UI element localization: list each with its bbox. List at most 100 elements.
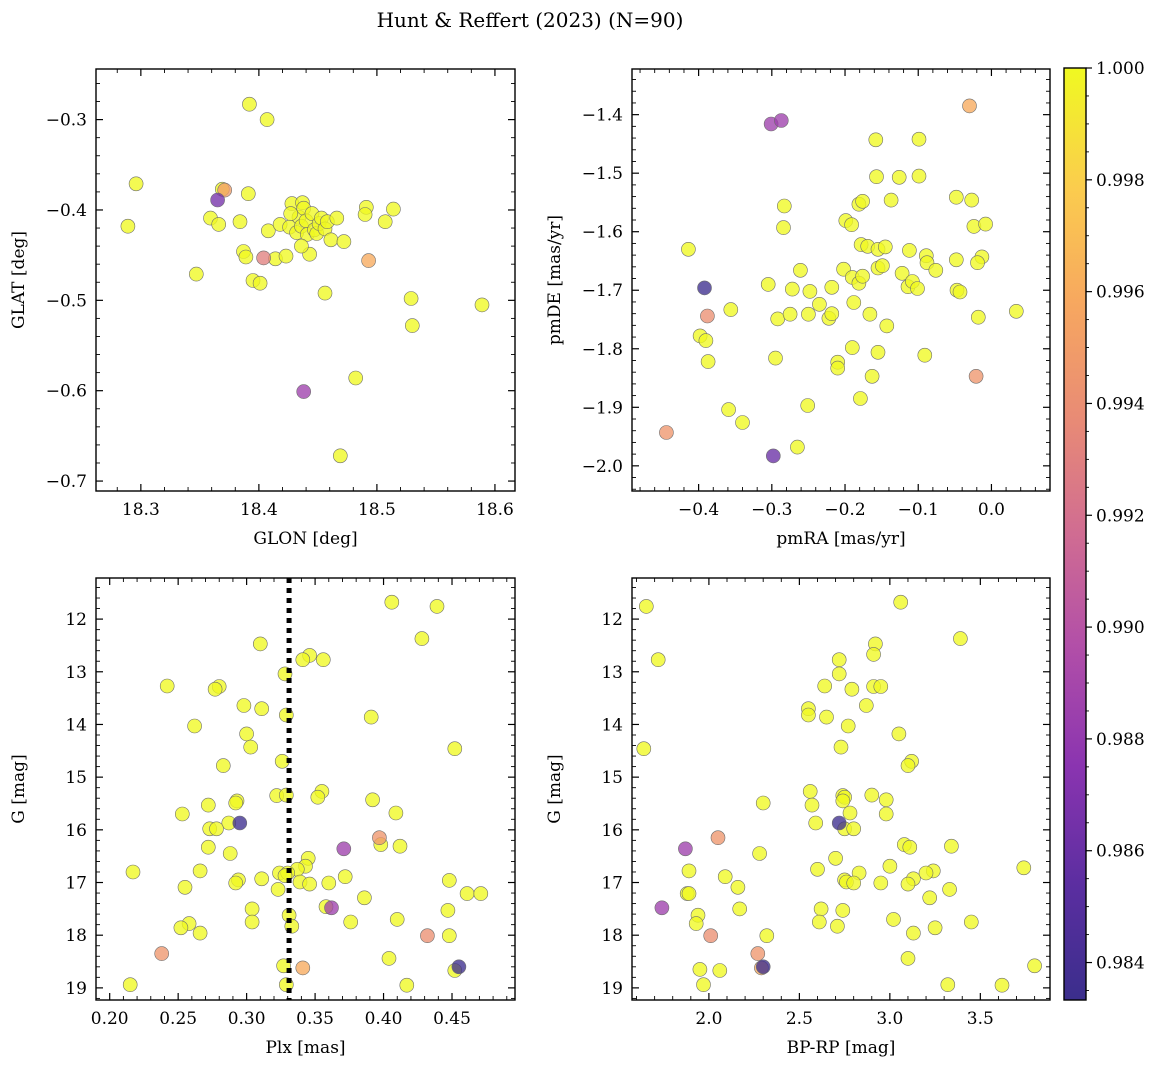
data-point	[723, 302, 739, 317]
data-point	[776, 198, 792, 214]
data-point	[801, 306, 816, 322]
data-point	[336, 841, 352, 857]
data-point	[125, 864, 141, 880]
data-point	[321, 875, 337, 891]
data-point	[698, 333, 714, 348]
data-point	[893, 594, 909, 610]
data-point	[883, 192, 899, 208]
data-point	[759, 928, 775, 944]
data-point	[228, 795, 243, 811]
data-point	[372, 830, 387, 846]
y-tick-label: 17	[65, 874, 87, 894]
data-point	[310, 789, 326, 805]
data-point	[750, 946, 766, 961]
colorbar-gradient	[1064, 68, 1086, 1000]
y-tick-label: 15	[65, 768, 87, 788]
colorbar-tick-label: 0.998	[1096, 171, 1145, 191]
data-point	[659, 425, 674, 440]
data-point	[866, 647, 881, 662]
data-point	[207, 681, 223, 697]
data-point	[216, 758, 231, 773]
y-tick-label: −1.8	[582, 340, 623, 360]
data-point	[1008, 303, 1024, 319]
data-point	[875, 258, 890, 274]
y-tick-label: −0.7	[46, 472, 87, 492]
x-tick-label: −0.2	[824, 500, 865, 520]
data-point	[209, 821, 224, 837]
data-point	[451, 959, 467, 975]
data-point	[844, 681, 860, 697]
data-point	[228, 875, 243, 891]
data-point	[755, 795, 771, 811]
axes-frame	[95, 577, 516, 1001]
colorbar-frame	[1063, 67, 1087, 1001]
y-tick-label: −1.7	[582, 281, 623, 301]
data-point	[911, 131, 927, 147]
data-point	[835, 793, 851, 809]
data-point	[846, 295, 862, 310]
data-point	[294, 238, 309, 254]
data-point	[784, 281, 800, 297]
data-point	[232, 214, 248, 229]
y-tick-label: −1.9	[582, 398, 623, 418]
y-tick-label: −0.5	[46, 291, 87, 311]
data-point	[928, 262, 944, 278]
colorbar-tick-label: 0.990	[1096, 618, 1145, 638]
colorbar-tick-label: 0.996	[1096, 283, 1145, 303]
x-tick-label: −0.4	[678, 500, 719, 520]
data-point	[173, 920, 189, 936]
data-point	[710, 830, 726, 846]
data-point	[243, 739, 258, 755]
x-tick-label: 2.5	[786, 1009, 813, 1029]
data-point	[831, 652, 847, 668]
data-point	[210, 192, 225, 208]
data-point	[830, 918, 845, 934]
data-point	[842, 805, 858, 821]
data-point	[853, 391, 868, 406]
data-point	[864, 368, 880, 384]
y-tick-label: −1.4	[582, 106, 623, 126]
data-point	[252, 275, 268, 291]
colorbar-tick-label: 0.984	[1096, 954, 1145, 974]
data-point	[765, 448, 781, 464]
data-point	[862, 306, 878, 322]
data-point	[324, 900, 339, 916]
data-point	[232, 815, 248, 831]
data-point	[192, 925, 208, 941]
data-point	[357, 207, 373, 222]
y-tick-label: −0.6	[46, 382, 87, 402]
data-point	[811, 914, 827, 930]
data-point	[1027, 958, 1042, 974]
data-point	[678, 841, 693, 857]
y-tick-label: −0.3	[46, 111, 87, 131]
data-point	[870, 344, 886, 360]
data-point	[855, 194, 870, 209]
y-tick-label: 19	[601, 979, 623, 999]
data-point	[323, 232, 339, 248]
data-point	[877, 239, 893, 255]
data-point	[776, 220, 791, 235]
data-point	[128, 176, 144, 192]
data-point	[459, 886, 475, 901]
data-point	[238, 249, 254, 265]
data-point	[773, 113, 789, 128]
data-point	[389, 912, 405, 927]
data-point	[894, 265, 910, 281]
data-point	[377, 214, 393, 229]
data-point	[650, 652, 666, 668]
data-point	[399, 977, 415, 993]
data-point	[403, 291, 419, 306]
data-point	[120, 218, 136, 234]
data-point	[414, 631, 430, 646]
data-point	[868, 132, 884, 148]
data-point	[768, 350, 783, 366]
data-point	[270, 882, 286, 897]
data-point	[828, 850, 843, 866]
data-point	[878, 806, 894, 822]
data-point	[654, 900, 670, 916]
data-point	[873, 679, 889, 694]
data-point	[692, 962, 708, 977]
data-point	[790, 439, 805, 455]
data-point	[700, 354, 716, 369]
data-point	[404, 318, 420, 333]
